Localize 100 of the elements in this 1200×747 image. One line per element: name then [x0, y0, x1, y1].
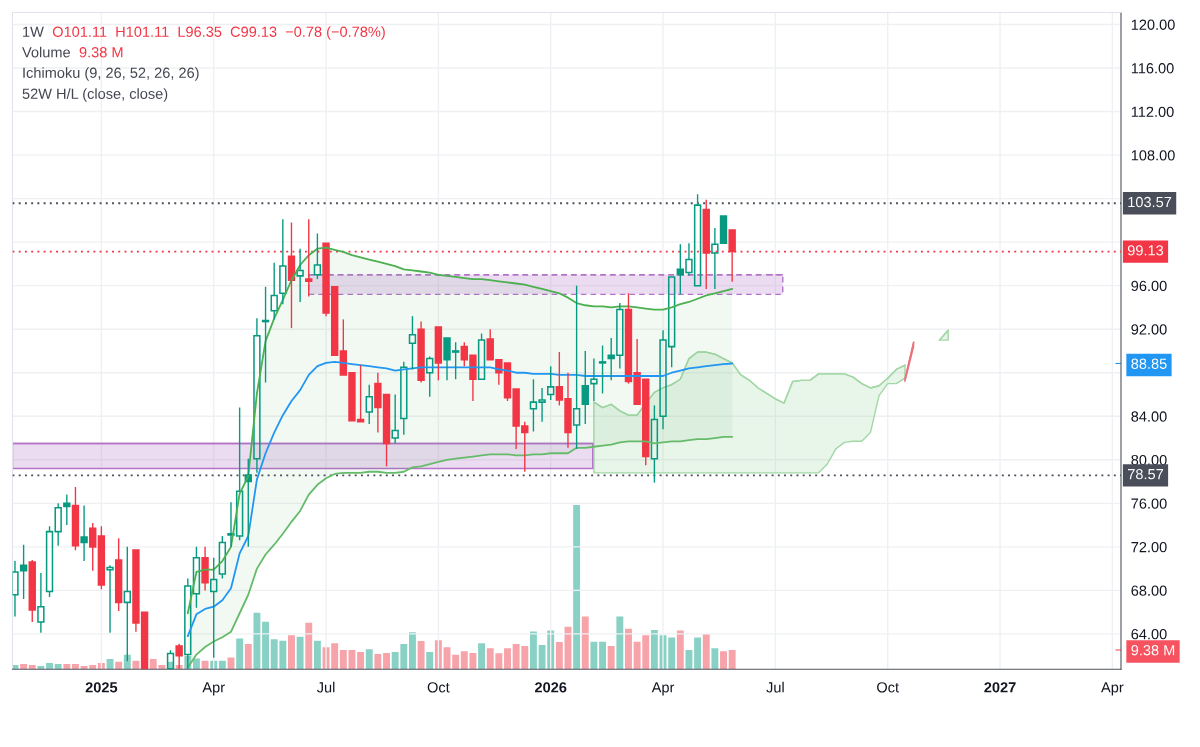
- candlestick: [400, 361, 408, 436]
- candlestick: [572, 284, 581, 450]
- bar: [288, 635, 295, 670]
- annotation: 9.38 M: [79, 47, 123, 58]
- bar: [357, 651, 365, 670]
- bar: [374, 654, 382, 670]
- bar: [253, 612, 261, 670]
- y-tick-label: 92.00: [1131, 324, 1167, 335]
- candlestick: [201, 546, 209, 592]
- x-tick-label: Apr: [1101, 682, 1124, 696]
- bar: [218, 660, 226, 670]
- bar: [676, 630, 684, 670]
- y-tick-label: 112.00: [1131, 106, 1174, 117]
- candlestick: [80, 504, 88, 562]
- bar: [720, 651, 727, 670]
- line-series: [186, 436, 734, 669]
- x-tick-label: 2027: [984, 682, 1016, 693]
- candlestick: [581, 350, 589, 425]
- bar: [590, 641, 598, 670]
- bar: [599, 641, 606, 670]
- annotation: Volume: [22, 46, 70, 58]
- text: O101.11 H101.11 L96.35 C99.13 −0.78 (−0.78%): [52, 26, 385, 40]
- bar: [296, 636, 304, 670]
- y-tick-label: 96.00: [1131, 280, 1167, 292]
- x-tick-label: Apr: [202, 682, 225, 696]
- y-tick-label: 64.00: [1131, 629, 1167, 640]
- candlestick: [63, 493, 71, 526]
- bar: [452, 654, 460, 670]
- x-tick-label: 2026: [534, 682, 567, 693]
- bar: [478, 643, 486, 670]
- annotation: 52W H/L (close, close): [22, 88, 168, 102]
- ref-line-label: 103.57: [1128, 196, 1172, 208]
- x-tick-label: Oct: [427, 682, 450, 693]
- candlestick: [719, 215, 728, 244]
- bar: [702, 634, 710, 670]
- bar: [555, 641, 563, 670]
- candlestick: [210, 557, 218, 659]
- y-tick-label: 108.00: [1131, 150, 1175, 161]
- bar: [46, 662, 53, 670]
- bar: [244, 643, 252, 670]
- candlestick: [296, 247, 304, 303]
- x-tick-label: Jul: [316, 681, 335, 693]
- bar: [694, 637, 702, 670]
- bar: [365, 649, 373, 670]
- x-tick-label: Oct: [877, 682, 899, 693]
- candlestick: [37, 572, 45, 634]
- y2-tick-label: 9.38 M: [1131, 645, 1175, 656]
- bar: [115, 661, 123, 670]
- bar: [331, 643, 339, 670]
- bar: [305, 622, 313, 670]
- y-tick-label: 120.00: [1131, 19, 1175, 30]
- candlestick: [417, 320, 425, 384]
- bar: [339, 649, 347, 670]
- bar: [417, 641, 425, 670]
- bar: [201, 660, 209, 670]
- bar: [728, 649, 736, 670]
- x-tick-label: Jul: [766, 681, 784, 693]
- x-tick-label: Apr: [651, 682, 675, 696]
- bar: [426, 651, 434, 670]
- bar: [529, 631, 537, 670]
- bar: [37, 666, 45, 670]
- y-tick-label: 76.00: [1131, 498, 1167, 509]
- candlestick: [426, 355, 434, 398]
- candlestick: [408, 315, 417, 371]
- ref-line-label: 99.13: [1127, 245, 1164, 256]
- candlestick: [253, 317, 261, 474]
- bar: [668, 637, 676, 670]
- bar: [132, 660, 140, 670]
- bar: [581, 616, 589, 670]
- candlestick: [279, 218, 287, 305]
- ref-line-label: 78.57: [1128, 468, 1164, 480]
- bar: [711, 648, 719, 670]
- bar: [262, 621, 270, 670]
- bar: [236, 638, 244, 670]
- candlestick: [711, 227, 719, 290]
- y-tick-label: 84.00: [1131, 411, 1167, 422]
- bar: [573, 505, 581, 670]
- bar: [72, 663, 79, 670]
- y-tick-label: 72.00: [1131, 541, 1167, 553]
- y-tick-label: 80.00: [1131, 454, 1167, 466]
- candlestick: [391, 393, 399, 445]
- bar: [28, 664, 36, 670]
- bar: [616, 616, 624, 670]
- bar: [192, 658, 200, 670]
- bar: [63, 663, 71, 670]
- bar: [313, 640, 321, 670]
- annotation: Ichimoku (9, 26, 52, 26, 26): [23, 67, 199, 81]
- bar: [504, 648, 511, 670]
- line-series: [593, 351, 906, 416]
- bar: [54, 663, 62, 670]
- y-tick-label: 116.00: [1131, 63, 1174, 74]
- bar: [20, 663, 28, 670]
- y-tick-label: 68.00: [1131, 585, 1167, 596]
- bar: [625, 628, 632, 670]
- candlestick: [590, 357, 598, 402]
- bar: [123, 654, 131, 670]
- bar: [650, 629, 658, 670]
- bar: [607, 646, 615, 670]
- bar: [408, 632, 416, 670]
- x-tick-label: 2025: [85, 682, 118, 693]
